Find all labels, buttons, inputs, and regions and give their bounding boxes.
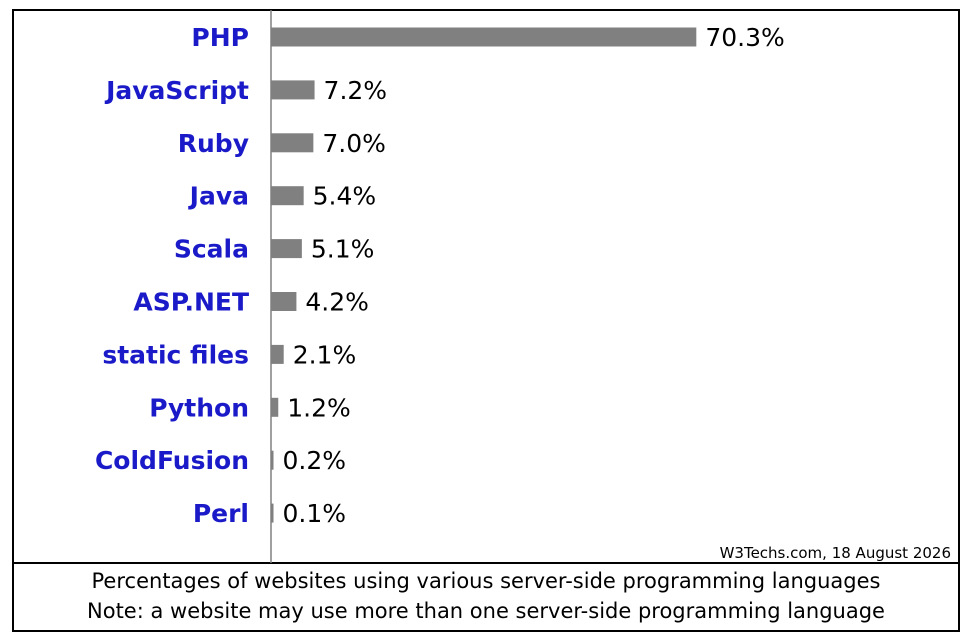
- caption-line-2: Note: a website may use more than one se…: [87, 599, 885, 623]
- value-label: 0.1%: [283, 499, 347, 528]
- value-label: 1.2%: [287, 393, 351, 422]
- caption-line-1: Percentages of websites using various se…: [91, 569, 881, 593]
- value-label: 7.2%: [324, 76, 388, 105]
- bar: [271, 397, 279, 417]
- value-label: 7.0%: [322, 129, 386, 158]
- category-label: ColdFusion: [95, 446, 249, 475]
- value-label: 70.3%: [705, 23, 784, 52]
- bar: [271, 450, 274, 470]
- category-label: Scala: [174, 235, 249, 264]
- bar: [271, 344, 284, 364]
- category-label: static files: [102, 340, 249, 369]
- value-label: 5.1%: [311, 235, 375, 264]
- category-label: PHP: [191, 23, 249, 52]
- value-label: 4.2%: [305, 288, 369, 317]
- bar: [271, 133, 314, 153]
- bar: [271, 239, 302, 259]
- bar: [271, 186, 304, 206]
- category-label: JavaScript: [104, 76, 249, 105]
- source-label: W3Techs.com, 18 August 2026: [720, 544, 951, 562]
- bar: [271, 27, 697, 47]
- value-label: 0.2%: [283, 446, 347, 475]
- bar: [271, 80, 315, 100]
- category-label: ASP.NET: [133, 288, 249, 317]
- bar: [271, 503, 274, 523]
- outer-border: [12, 9, 960, 632]
- bars-group: PHP 70.3% JavaScript 7.2% Ruby 7.0% Java 5.4% Sc…: [95, 23, 785, 528]
- category-label: Java: [188, 182, 249, 211]
- value-label: 5.4%: [313, 182, 377, 211]
- bar: [271, 292, 297, 311]
- category-label: Python: [149, 393, 249, 422]
- category-label: Perl: [193, 499, 249, 528]
- value-label: 2.1%: [293, 340, 357, 369]
- category-label: Ruby: [178, 129, 249, 158]
